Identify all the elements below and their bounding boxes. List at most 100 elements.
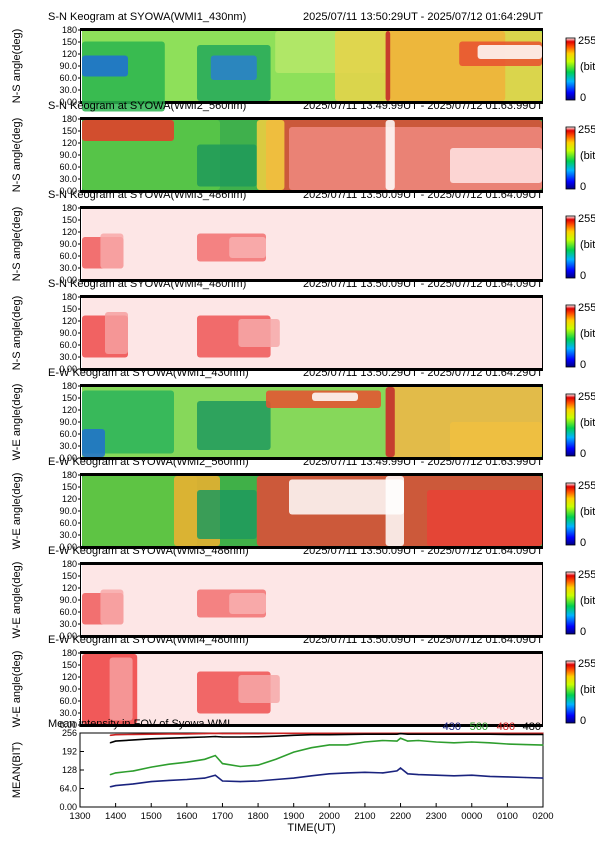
mean-ytick-label: 64.0	[59, 784, 77, 794]
keogram-image	[82, 565, 542, 635]
keogram-time-range: 2025/07/11 13:50:09UT - 2025/07/12 01:64…	[303, 545, 543, 557]
colorbar	[565, 215, 576, 279]
keogram-feature	[427, 490, 542, 546]
data-point-430	[109, 786, 111, 788]
data-point-486	[150, 733, 152, 735]
data-point-430	[506, 776, 508, 778]
data-point-486	[204, 732, 206, 735]
data-point-430	[239, 780, 241, 783]
mean-xtick-label: 2300	[426, 811, 447, 822]
data-point-430	[115, 785, 117, 787]
keogram-feature	[82, 55, 128, 77]
data-point-560	[396, 740, 398, 742]
colorbar-unit-label: (bit)	[580, 239, 595, 251]
angle-tick-label: 30.0	[59, 530, 77, 540]
data-point-430	[150, 780, 152, 783]
colorbar-max-label: 255	[578, 480, 595, 492]
data-point-560	[310, 747, 313, 749]
angle-tick-label: 60.0	[59, 162, 77, 172]
keogram-feature	[82, 429, 105, 457]
keogram-time-range: 2025/07/11 13:50:29UT - 2025/07/12 01:64…	[303, 367, 543, 379]
data-point-560	[204, 758, 206, 760]
data-point-560	[275, 758, 277, 760]
mean-xtick-label: 1500	[141, 811, 162, 822]
data-point-560	[542, 744, 544, 746]
data-point-560	[168, 763, 170, 765]
data-point-480	[257, 736, 259, 738]
data-point-486	[275, 732, 277, 734]
data-point-480	[542, 733, 544, 736]
colorbar-min-label: 0	[580, 359, 586, 371]
keogram-panel-6: E-W Keogram at SYOWA(WMI2_560nm) 2025/07/…	[11, 456, 595, 552]
keogram-time-range: 2025/07/11 13:49:99UT - 2025/07/12 01:63…	[303, 456, 543, 468]
data-point-430	[204, 777, 206, 779]
colorbar-max-label: 255	[578, 124, 595, 136]
keogram-ylabel: N-S angle(deg)	[11, 118, 23, 193]
keogram-panel-8: E-W Keogram at SYOWA(WMI4_480nm) 2025/07/…	[11, 634, 595, 730]
angle-tick-label: 120	[62, 672, 77, 682]
data-point-560	[221, 763, 224, 765]
keogram-nodata	[81, 120, 82, 190]
data-point-486	[221, 732, 224, 735]
colorbar-max-label: 255	[578, 658, 595, 670]
keogram-feature	[385, 476, 404, 546]
colorbar-unit-label: (bit)	[580, 328, 595, 340]
keogram-time-range: 2025/07/11 13:49:99UT - 2025/07/12 01:63…	[303, 100, 543, 112]
keogram-title: S-N Keogram at SYOWA(WMI1_430nm)	[48, 11, 246, 23]
colorbar-min-label: 0	[580, 181, 586, 193]
colorbar-min-label: 0	[580, 537, 586, 549]
data-point-480	[488, 733, 491, 735]
angle-tick-label: 60.0	[59, 696, 77, 706]
keogram-feature	[229, 237, 266, 258]
colorbar-max-label: 255	[578, 302, 595, 314]
keogram-time-range: 2025/07/11 13:50:09UT - 2025/07/12 01:64…	[303, 634, 543, 646]
keogram-panel-5: E-W Keogram at SYOWA(WMI1_430nm) 2025/07/…	[11, 367, 595, 463]
keogram-title: E-W Keogram at SYOWA(WMI3_486nm)	[48, 545, 249, 557]
angle-tick-label: 180	[62, 292, 77, 302]
data-point-486	[168, 733, 170, 735]
data-point-430	[275, 778, 277, 781]
mean-plot-area	[79, 732, 544, 808]
data-point-560	[506, 743, 508, 745]
keogram-nodata	[81, 654, 82, 724]
data-point-560	[417, 739, 419, 742]
mean-ytick-label: 128	[62, 765, 77, 775]
data-point-560	[453, 742, 455, 744]
angle-tick-label: 60.0	[59, 607, 77, 617]
angle-tick-label: 180	[62, 559, 77, 569]
data-point-560	[471, 741, 473, 743]
data-point-560	[382, 739, 384, 742]
angle-tick-label: 90.0	[59, 684, 77, 694]
keogram-feature	[477, 45, 542, 59]
mean-xtick-label: 0200	[532, 811, 553, 822]
angle-tick-label: 30.0	[59, 708, 77, 718]
angle-tick-label: 60.0	[59, 340, 77, 350]
mean-xtick-label: 1300	[69, 811, 90, 822]
mean-ytick-label: 192	[62, 747, 77, 757]
data-point-480	[239, 736, 241, 738]
angle-tick-label: 150	[62, 393, 77, 403]
keogram-feature	[289, 479, 404, 515]
angle-tick-label: 180	[62, 114, 77, 124]
angle-tick-label: 120	[62, 316, 77, 326]
angle-tick-label: 120	[62, 405, 77, 415]
data-point-430	[417, 774, 419, 776]
angle-tick-label: 180	[62, 648, 77, 658]
angle-tick-label: 30.0	[59, 441, 77, 451]
mean-xtick-label: 1400	[105, 811, 126, 822]
keogram-panel-7: E-W Keogram at SYOWA(WMI3_486nm) 2025/07/…	[11, 545, 595, 641]
angle-tick-label: 120	[62, 494, 77, 504]
data-point-486	[186, 733, 188, 735]
colorbar-unit-label: (bit)	[580, 595, 595, 607]
keogram-ylabel: W-E angle(deg)	[11, 651, 23, 728]
angle-tick-label: 0.00	[59, 453, 77, 463]
data-point-430	[168, 779, 170, 782]
legend-label-430: 430	[443, 721, 461, 733]
colorbar-min-label: 0	[580, 448, 586, 460]
data-point-560	[328, 744, 330, 746]
keogram-title: S-N Keogram at SYOWA(WMI3_486nm)	[48, 189, 246, 201]
data-point-430	[346, 772, 348, 774]
data-point-486	[214, 732, 216, 734]
data-point-486	[542, 732, 544, 734]
data-point-430	[293, 777, 295, 779]
